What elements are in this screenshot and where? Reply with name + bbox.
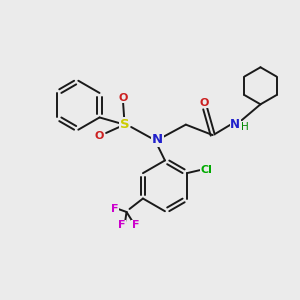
Text: N: N	[152, 133, 163, 146]
Text: Cl: Cl	[201, 165, 213, 175]
Text: O: O	[118, 93, 128, 103]
Text: F: F	[132, 220, 139, 230]
Text: O: O	[95, 131, 104, 141]
Text: S: S	[120, 118, 129, 131]
Text: F: F	[111, 204, 119, 214]
Text: N: N	[230, 118, 240, 131]
Text: F: F	[118, 220, 126, 230]
Text: H: H	[241, 122, 248, 132]
Text: O: O	[199, 98, 208, 108]
